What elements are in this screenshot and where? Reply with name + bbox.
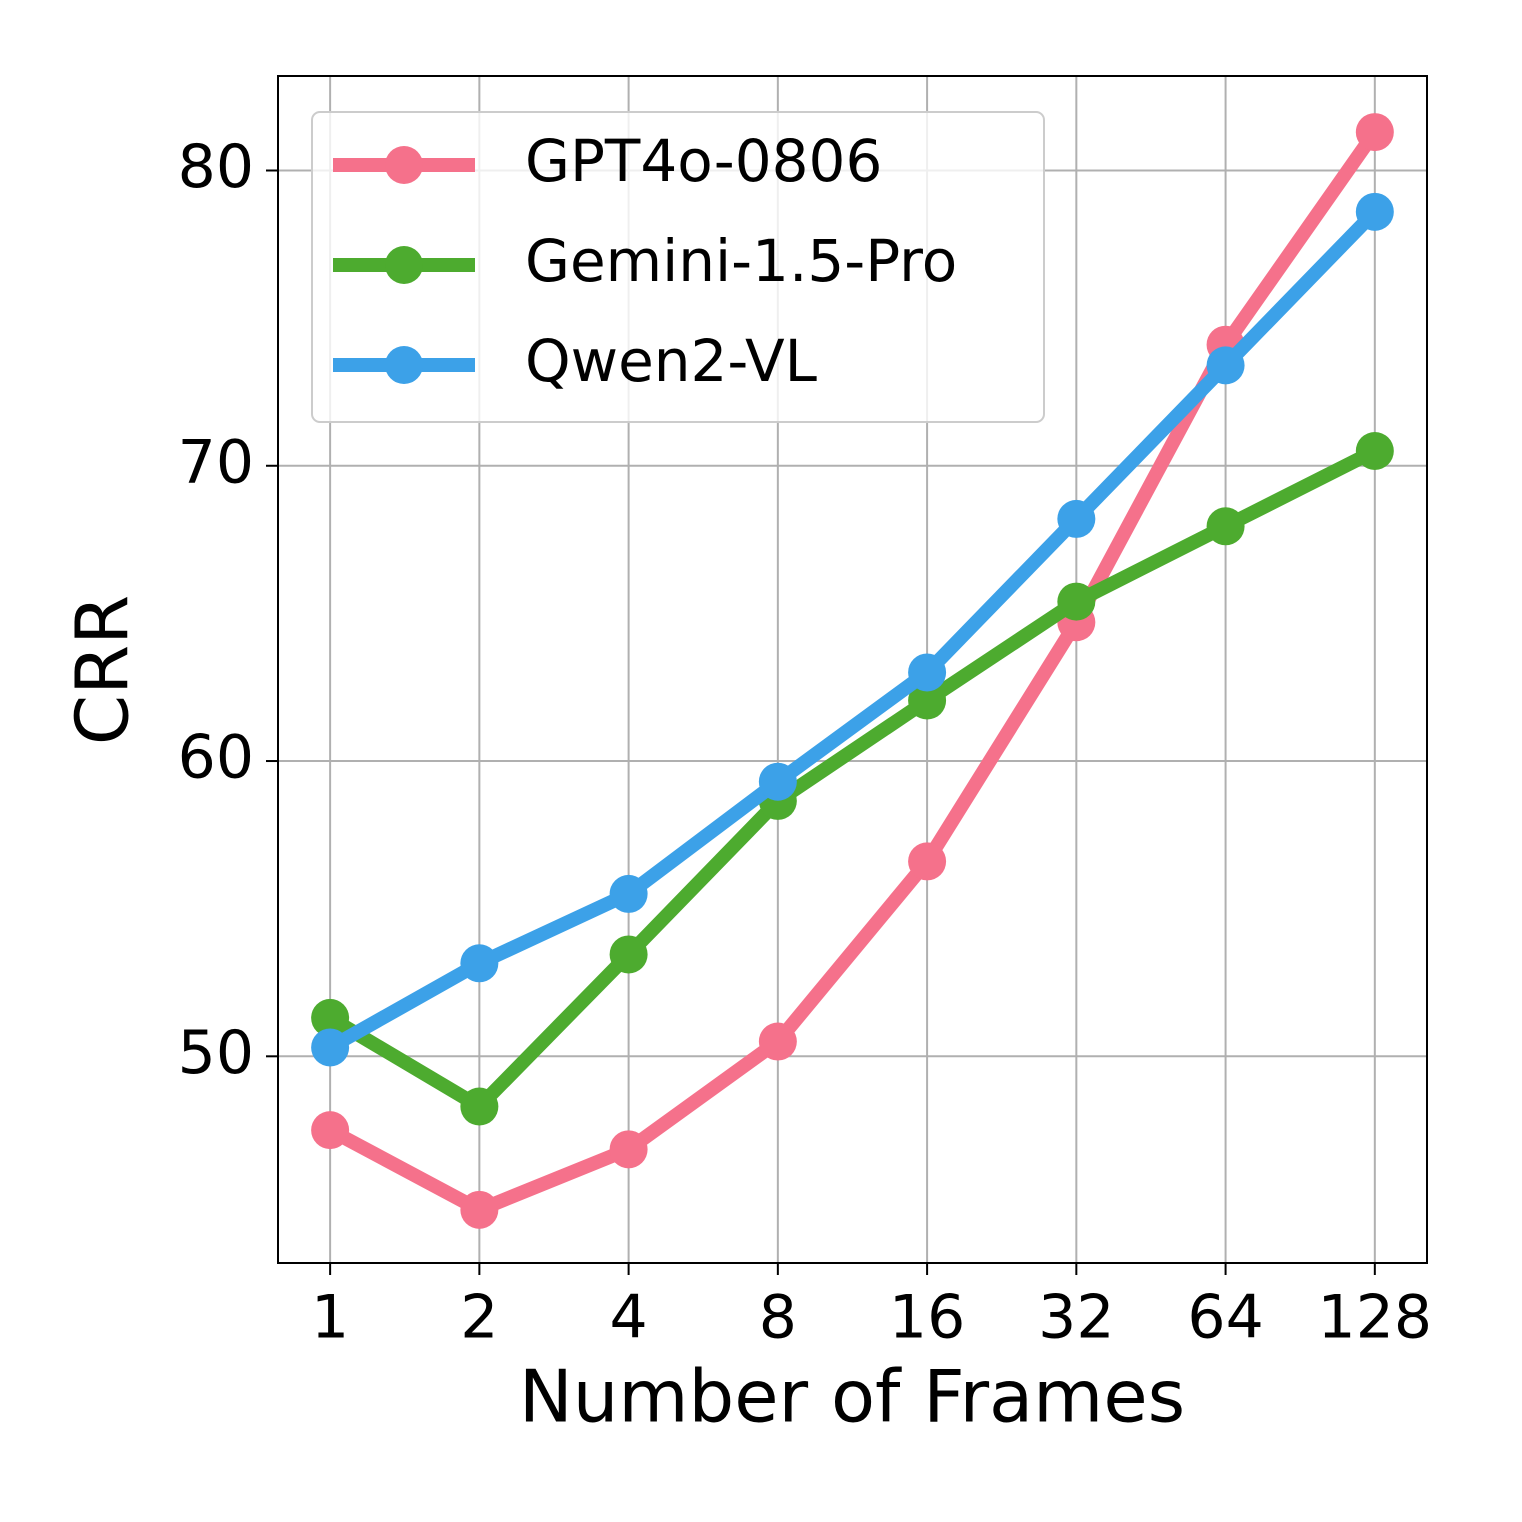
data-point: [311, 1111, 350, 1150]
data-point: [311, 998, 350, 1037]
legend-box: [311, 111, 1045, 423]
legend: GPT4o-0806 Gemini-1.5-Pro Qwen2-VL: [333, 127, 957, 395]
legend-marker: [385, 146, 423, 184]
y-tick-label: 60: [178, 723, 254, 793]
x-tick-label: 128: [1318, 1283, 1433, 1353]
data-point: [908, 653, 947, 692]
y-tick-label: 50: [178, 1018, 254, 1088]
x-tick-label: 2: [460, 1283, 498, 1353]
data-point: [908, 681, 947, 720]
x-tick-label: 1: [311, 1283, 349, 1353]
x-tick-label: 64: [1187, 1283, 1263, 1353]
legend-marker: [385, 246, 423, 284]
data-point: [609, 874, 648, 913]
y-axis-label: CRR: [61, 595, 145, 745]
series-line: [326, 206, 1380, 1054]
legend-label: GPT4o-0806: [525, 127, 882, 195]
lines: [311, 113, 1394, 1229]
series-line: [326, 444, 1378, 1114]
data-point: [460, 944, 499, 983]
data-point: [609, 935, 648, 974]
legend-marker: [385, 346, 423, 384]
data-point: [1355, 431, 1394, 470]
data-point: [1206, 346, 1245, 385]
legend-label: Gemini-1.5-Pro: [525, 227, 957, 295]
data-point: [908, 842, 947, 881]
legend-label: Qwen2-VL: [525, 327, 817, 395]
data-point: [609, 1130, 648, 1169]
x-axis-label: Number of Frames: [519, 1355, 1185, 1439]
data-point: [1057, 582, 1096, 621]
data-point: [758, 762, 797, 801]
y-tick-label: 70: [178, 427, 254, 497]
x-tick-label: 4: [610, 1283, 648, 1353]
data-point: [1355, 113, 1394, 152]
x-tick-label: 16: [889, 1283, 965, 1353]
plot-frame: [277, 75, 1428, 1264]
data-point: [1355, 192, 1394, 231]
data-point: [758, 1022, 797, 1061]
x-tick-label: 8: [759, 1283, 797, 1353]
y-tick-label: 80: [178, 132, 254, 202]
data-point: [460, 1190, 499, 1229]
data-point: [460, 1087, 499, 1126]
data-point: [1057, 499, 1096, 538]
x-tick-label: 32: [1038, 1283, 1114, 1353]
data-point: [311, 1028, 350, 1067]
data-point: [1206, 507, 1245, 546]
